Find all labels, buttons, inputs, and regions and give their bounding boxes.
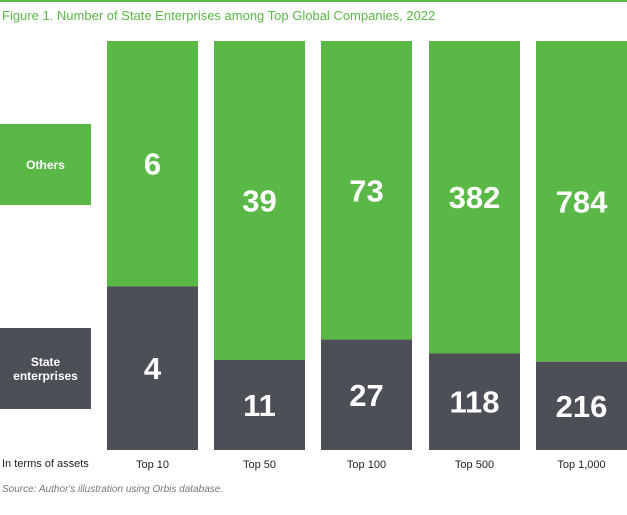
label-state-1: 4: [144, 351, 162, 386]
label-others-1: 6: [144, 147, 161, 182]
x-tick-label-2: Top 50: [243, 459, 276, 471]
bar-others-4: [429, 41, 520, 354]
bar-others-1: [107, 41, 198, 287]
label-state-5: 216: [556, 389, 608, 424]
label-others-3: 73: [349, 173, 383, 208]
legend-others-label: Others: [26, 157, 65, 172]
label-state-2: 11: [243, 388, 276, 423]
chart-title: Figure 1. Number of State Enterprises am…: [2, 8, 436, 23]
legend-state-enterprises: State enterprises: [0, 328, 91, 409]
x-axis-label: In terms of assets: [2, 458, 89, 470]
bar-state-2: [214, 360, 305, 450]
bar-state-3: [321, 339, 412, 450]
bar-state-5: [536, 361, 627, 450]
x-tick-label-5: Top 1,000: [557, 459, 605, 471]
bar-others-5: [536, 41, 627, 362]
x-tick-label-4: Top 500: [455, 459, 494, 471]
bar-others-2: [214, 41, 305, 361]
label-others-2: 39: [242, 184, 276, 219]
label-others-5: 784: [556, 184, 608, 219]
bar-others-3: [321, 41, 412, 340]
source-note: Source: Author's illustration using Orbi…: [2, 484, 224, 495]
label-state-3: 27: [349, 378, 383, 413]
top-rule: [0, 0, 627, 2]
label-state-4: 118: [449, 385, 499, 420]
legend-others: Others: [0, 124, 91, 205]
bar-state-4: [429, 353, 520, 450]
x-tick-label-3: Top 100: [347, 459, 386, 471]
legend-state-label: State enterprises: [13, 355, 78, 383]
bar-state-1: [107, 286, 198, 450]
legend-state-line2: enterprises: [13, 368, 78, 383]
legend-state-line1: State: [30, 354, 61, 369]
x-tick-label-1: Top 10: [136, 459, 169, 471]
label-others-4: 382: [449, 180, 501, 215]
